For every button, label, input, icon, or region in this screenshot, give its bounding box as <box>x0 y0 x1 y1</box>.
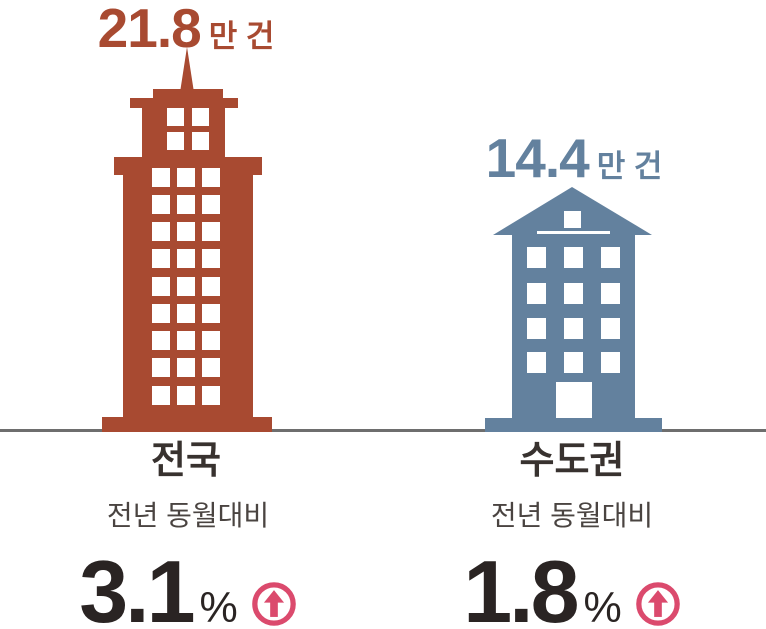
value-number: 21.8 <box>97 0 202 59</box>
percent-sign: % <box>583 584 622 629</box>
value-label-metropolitan: 14.4 만 건 <box>424 131 724 186</box>
value-unit: 만 건 <box>596 149 663 184</box>
building-door <box>556 382 592 418</box>
yoy-percent-value: 1.8 <box>463 542 579 629</box>
percent-sign: % <box>199 584 238 629</box>
yoy-change-metropolitan: 1.8 % <box>422 548 722 629</box>
comparison-label-metropolitan: 전년 동월대비 <box>490 500 654 531</box>
value-label-nationwide: 21.8 만 건 <box>36 1 336 56</box>
category-label-nationwide: 전국 <box>151 440 221 482</box>
house-building-icon-metropolitan <box>485 187 662 432</box>
category-label-metropolitan: 수도권 <box>519 440 625 482</box>
baseline-axis <box>0 429 766 432</box>
comparison-label-nationwide: 전년 동월대비 <box>106 500 270 531</box>
yoy-percent-value: 3.1 <box>79 542 195 629</box>
building-windows <box>152 108 220 405</box>
yoy-change-nationwide: 3.1 % <box>38 548 338 629</box>
building-windows <box>527 211 620 418</box>
arrow-up-circle-icon <box>251 582 296 626</box>
arrow-up-circle-icon <box>635 582 680 626</box>
skyscraper-building-icon-nationwide <box>102 47 272 432</box>
value-number: 14.4 <box>485 127 590 189</box>
value-unit: 만 건 <box>208 19 275 54</box>
